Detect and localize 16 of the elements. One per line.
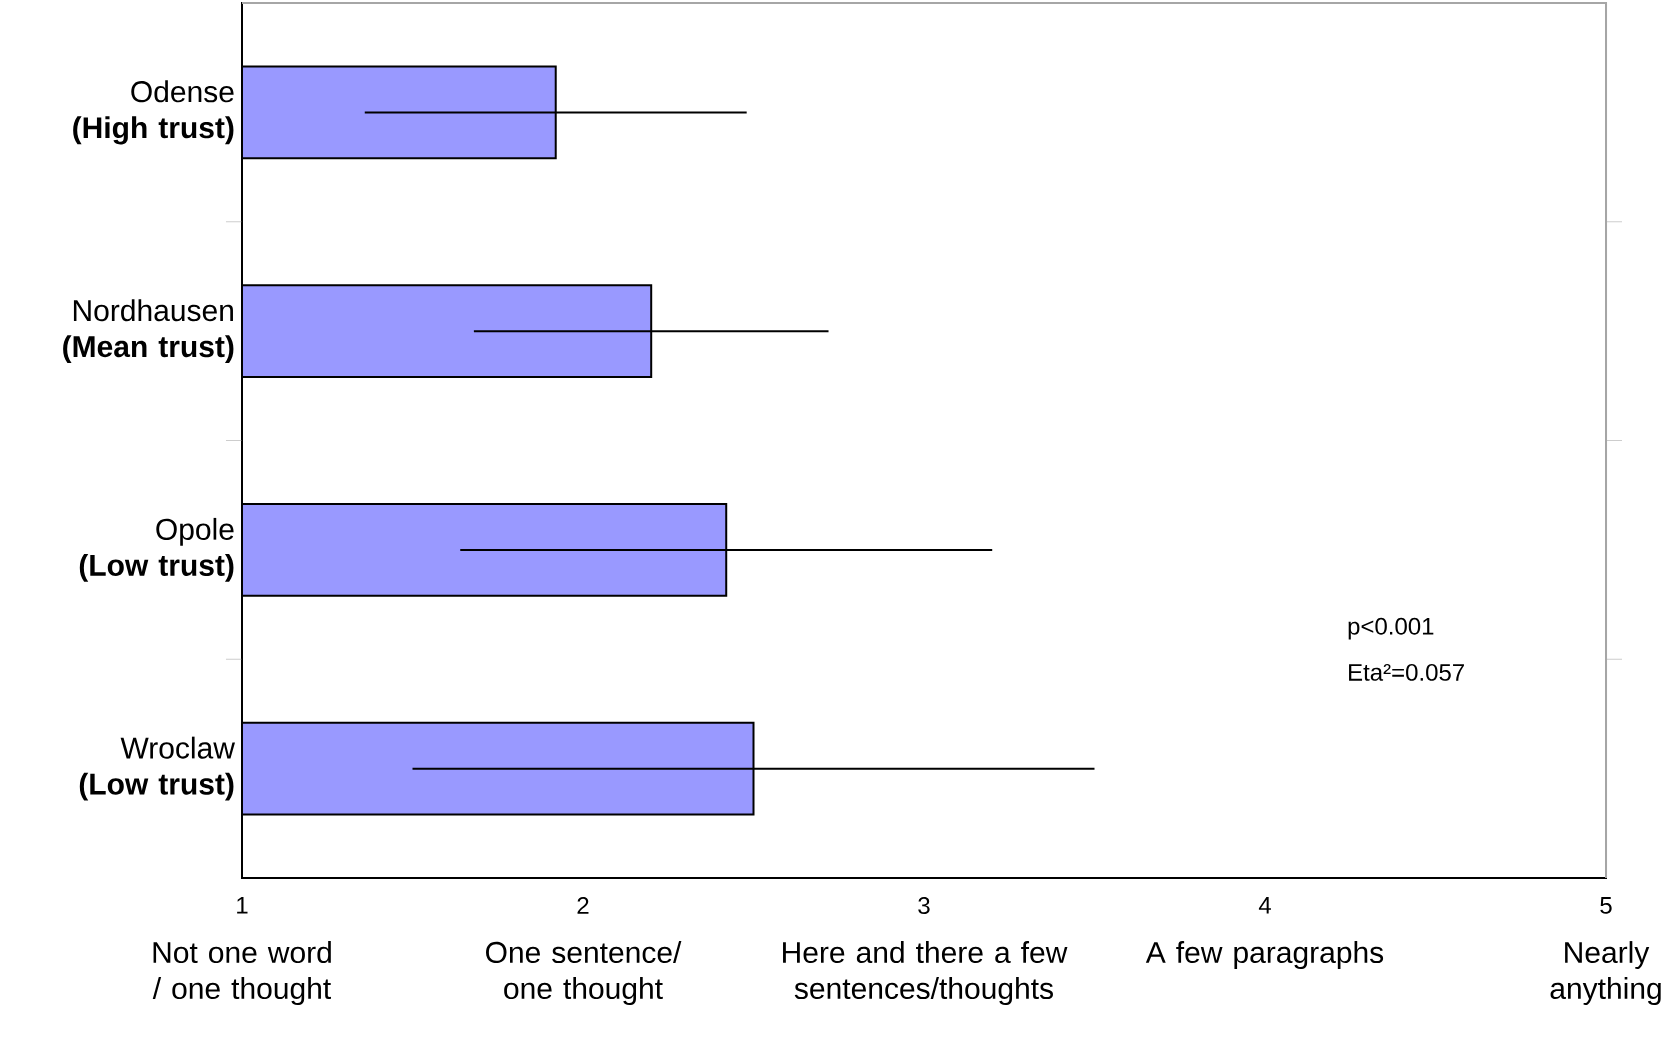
y-tick-label: Odense (High trust)	[73, 80, 234, 145]
text: Here and there a few sentences/thoughts	[783, 941, 1068, 1006]
y-tick-label: Nordhausen (Mean trust)	[63, 299, 234, 364]
x-tick-label: 3	[918, 897, 930, 915]
text: One sentence/ one thought	[486, 941, 682, 1006]
x-tick-label: 1	[237, 897, 248, 914]
text: A few paragraphs	[1145, 941, 1384, 970]
text: Not one word / one thought	[152, 941, 331, 1006]
x-tick-label: 5	[1600, 897, 1612, 914]
x-tick-label: 2	[577, 897, 589, 914]
y-tick-label: Opole (Low trust)	[79, 517, 234, 582]
text: Nearly anything	[1550, 941, 1661, 1006]
y-tick-label: Wroclaw (Low trust)	[79, 736, 235, 801]
annotation: p<0.001	[1348, 617, 1434, 640]
annotation: Eta²=0.057	[1349, 663, 1464, 681]
x-tick-label: 4	[1258, 897, 1271, 914]
